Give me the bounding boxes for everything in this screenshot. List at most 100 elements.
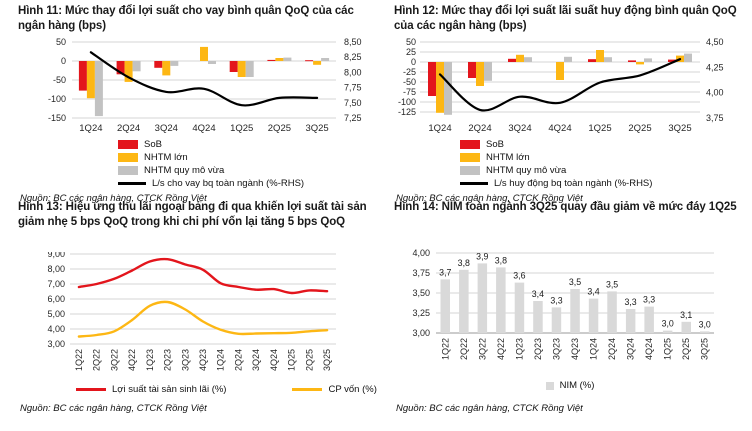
line-series-yellow: [77, 300, 329, 338]
legend-label: NIM (%): [559, 380, 595, 391]
legend-item: Lợi suất tài sản sinh lãi (%): [76, 384, 226, 395]
figure-11-legend: SoB NHTM lớn NHTM quy mô vừa L/s cho vay bq…: [18, 138, 378, 190]
bar-NHTM lớn: [516, 54, 524, 62]
bar-NHTM lớn: [313, 61, 322, 65]
y-axis-tick: 3,00: [47, 339, 65, 349]
category-label: 3Q24: [508, 123, 531, 134]
category-label: 3Q23: [180, 349, 190, 371]
left-axis-tick: -25: [403, 67, 416, 77]
bar-NHTM quy mô vừa: [132, 61, 141, 72]
legend-swatch: [460, 166, 480, 175]
category-label: 2Q23: [163, 349, 173, 371]
category-label: 1Q25: [287, 349, 297, 371]
category-label: 1Q24: [79, 123, 102, 134]
y-axis-tick: 4,00: [47, 324, 65, 334]
bar-SoB: [668, 59, 676, 62]
bar-NHTM lớn: [200, 46, 208, 61]
bar-NHTM lớn: [556, 62, 564, 80]
y-axis-tick: 3,00: [412, 328, 430, 338]
figure-12-title: Hình 12: Mức thay đổi lợi suất lãi suất …: [394, 5, 737, 32]
bar-value-label: 3,7: [439, 267, 451, 277]
bar-NHTM lớn: [436, 62, 444, 113]
bar-NHTM quy mô vừa: [208, 61, 216, 64]
bar-value-label: 3,8: [458, 258, 470, 268]
left-axis-tick: -150: [48, 113, 66, 123]
bar-NIM (%): [662, 330, 673, 333]
legend-swatch: [460, 182, 488, 185]
category-label: 3Q24: [626, 338, 636, 360]
legend-label: NHTM lớn: [486, 152, 530, 163]
bar-NIM (%): [551, 307, 562, 333]
bar-NIM (%): [625, 309, 636, 333]
category-label: 2Q24: [468, 123, 491, 134]
bar-NHTM quy mô vừa: [564, 56, 572, 62]
bar-SoB: [267, 59, 276, 61]
legend-label: L/s cho vay bq toàn ngành (%-RHS): [152, 178, 305, 189]
category-label: 3Q24: [155, 123, 178, 134]
bar-SoB: [468, 62, 476, 78]
bar-value-label: 3,4: [587, 287, 599, 297]
figure-12-source: Nguồn: BC các ngân hàng, CTCK Rồng Việt: [396, 193, 583, 204]
category-label: 4Q23: [570, 338, 580, 360]
legend-swatch: [460, 153, 480, 162]
left-axis-tick: 0: [61, 56, 66, 66]
left-axis-tick: 50: [56, 38, 66, 47]
legend-label: CP vốn (%): [328, 384, 377, 395]
category-label: 3Q23: [552, 338, 562, 360]
bar-SoB: [154, 61, 163, 68]
category-label: 3Q24: [251, 349, 261, 371]
bar-NIM (%): [533, 301, 543, 333]
bar-NIM (%): [477, 263, 488, 333]
bar-value-label: 3,3: [643, 295, 655, 305]
legend-swatch: [460, 140, 480, 149]
bar-SoB: [305, 60, 314, 62]
category-label: 2Q25: [628, 123, 651, 134]
legend-item: NHTM lớn: [118, 151, 378, 164]
bar-NHTM lớn: [476, 62, 484, 86]
legend-swatch: [292, 388, 323, 391]
category-label: 4Q22: [496, 338, 506, 360]
figure-13-legend: Lợi suất tài sản sinh lãi (%) CP vốn (%): [18, 384, 378, 395]
bar-SoB: [78, 61, 87, 91]
bar-SoB: [508, 58, 516, 62]
legend-label: L/s huy động bq toàn ngành (%-RHS): [494, 178, 653, 189]
bar-NHTM quy mô vừa: [94, 61, 103, 117]
category-label: 4Q22: [127, 349, 137, 371]
legend-item: NHTM lớn: [460, 151, 746, 164]
category-label: 1Q23: [514, 338, 524, 360]
figure-11-panel: Hình 11: Mức thay đổi lợi suất cho vay b…: [18, 4, 378, 204]
category-label: 1Q24: [428, 123, 451, 134]
bar-NIM (%): [459, 269, 469, 333]
y-axis-tick: 9,00: [47, 252, 65, 259]
bar-value-label: 3,9: [476, 251, 488, 261]
category-label: 3Q25: [668, 123, 691, 134]
bar-SoB: [628, 60, 636, 62]
category-label: 1Q24: [589, 338, 599, 360]
category-label: 2Q25: [304, 349, 314, 371]
category-label: 2Q24: [234, 349, 244, 371]
bar-NHTM lớn: [275, 58, 284, 61]
legend-item: NHTM quy mô vừa: [460, 164, 746, 177]
category-label: 4Q23: [198, 349, 208, 371]
bar-SoB: [428, 62, 436, 96]
category-label: 1Q25: [588, 123, 611, 134]
figure-11-title: Hình 11: Mức thay đổi lợi suất cho vay b…: [18, 5, 354, 32]
left-axis-tick: -50: [53, 75, 66, 85]
category-label: 3Q22: [477, 338, 487, 360]
bar-value-label: 3,0: [662, 319, 674, 329]
right-axis-tick: 4,25: [706, 62, 724, 72]
category-label: 3Q25: [700, 338, 710, 360]
bar-NHTM quy mô vừa: [170, 61, 179, 66]
legend-item: SoB: [460, 138, 746, 151]
y-axis-tick: 3,50: [412, 288, 430, 298]
category-label: 2Q25: [268, 123, 291, 134]
bar-NIM (%): [644, 306, 654, 333]
right-axis-tick: 8,25: [344, 52, 362, 62]
category-label: 4Q24: [269, 349, 279, 371]
bar-value-label: 3,5: [569, 277, 581, 287]
line-series: [438, 58, 682, 112]
bar-NIM (%): [514, 282, 525, 333]
right-axis-tick: 7,25: [344, 113, 362, 123]
